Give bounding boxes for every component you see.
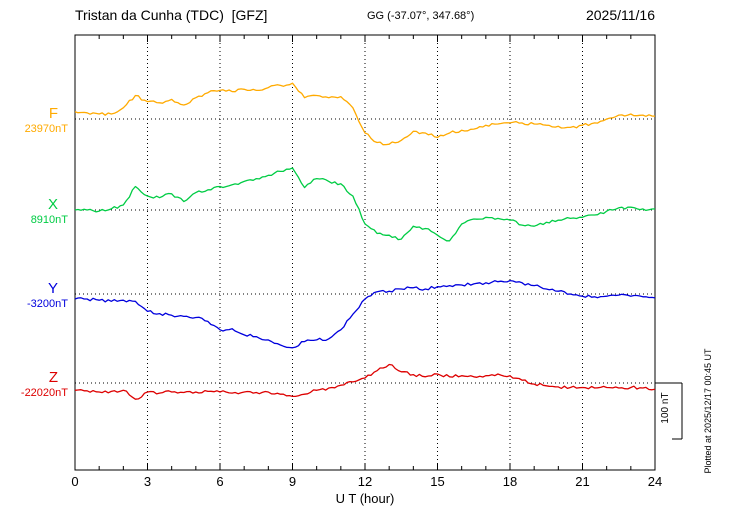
x-tick-label: 3 <box>143 474 152 489</box>
trace-baseline-value-X: 8910nT <box>30 214 68 226</box>
trace-X <box>74 167 656 242</box>
x-tick-label: 21 <box>575 474 590 489</box>
x-axis-tick-labels: 0 3 6 9 12 15 18 21 24 <box>0 474 730 492</box>
trace-baseline-value-Y: -3200nT <box>27 298 68 310</box>
trace-letter-Z: Z <box>48 369 58 386</box>
x-tick-label: 24 <box>647 474 663 489</box>
scale-bar-label: 100 nT <box>660 392 671 424</box>
x-tick-label: 18 <box>502 474 518 489</box>
x-tick-label: 9 <box>288 474 297 489</box>
trace-Z <box>74 363 656 400</box>
station-coordinates: GG (-37.07°, 347.68°) <box>367 10 475 22</box>
trace-letter-Y: Y <box>47 280 58 297</box>
x-tick-label: 12 <box>357 474 373 489</box>
x-tick-label: 15 <box>430 474 445 489</box>
trace-baseline-value-F: 23970nT <box>24 123 68 135</box>
x-tick-label: 0 <box>71 474 79 489</box>
trace-letter-F: F <box>48 105 58 122</box>
trace-letter-X: X <box>47 196 58 213</box>
x-tick-label: 6 <box>216 474 224 489</box>
trace-baseline-value-Z: -22020nT <box>20 387 68 399</box>
plot-date: 2025/11/16 <box>585 7 655 23</box>
x-axis-label: U T (hour) <box>335 491 395 506</box>
trace-Y <box>74 279 656 349</box>
plot-border <box>74 34 656 471</box>
page-title: Tristan da Cunha (TDC) [GFZ] <box>75 7 268 23</box>
plotted-timestamp-note: Plotted at 2025/12/17 00:45 UT <box>703 348 713 474</box>
trace-F <box>74 82 656 146</box>
